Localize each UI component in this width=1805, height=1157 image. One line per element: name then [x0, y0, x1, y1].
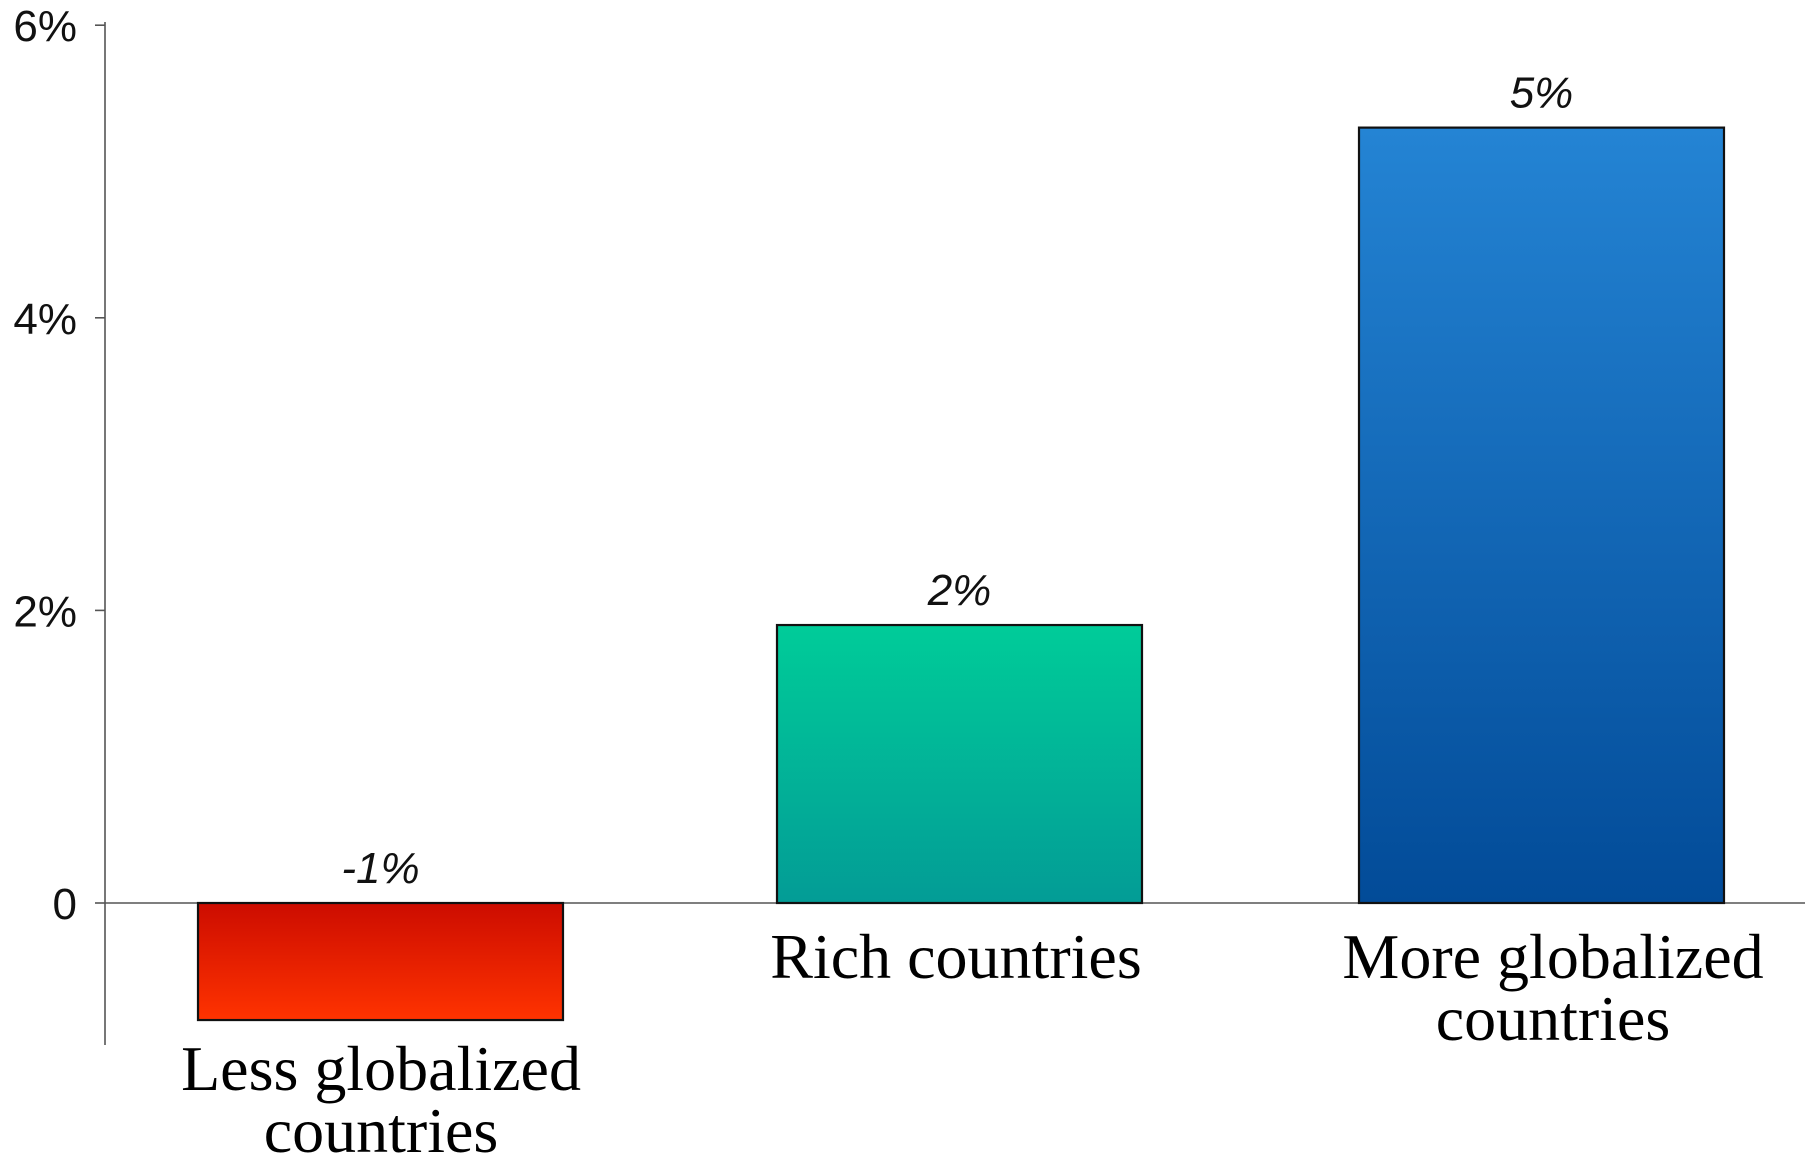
data-label: 5% — [1510, 69, 1574, 118]
y-tick-label: 6% — [13, 2, 77, 51]
category-label-line: countries — [264, 1095, 499, 1157]
category-label: More globalized countries — [1342, 921, 1763, 1054]
y-tick-label: 2% — [13, 587, 77, 636]
category-label-line: countries — [1436, 983, 1671, 1054]
data-label: 2% — [927, 566, 992, 615]
data-label: -1% — [341, 844, 419, 893]
y-tick-label: 4% — [13, 295, 77, 344]
bar-1 — [775, 623, 1144, 905]
bar-2 — [1357, 126, 1726, 905]
y-tick-label: 0 — [53, 880, 77, 929]
category-label: Rich countries — [770, 921, 1141, 992]
bar-0 — [196, 901, 565, 1022]
category-label: Less globalized countries — [181, 1033, 581, 1157]
bars — [196, 126, 1726, 1022]
category-label-line: More globalized — [1342, 921, 1763, 992]
category-label-line: Less globalized — [181, 1033, 581, 1104]
category-label-line: Rich countries — [770, 921, 1141, 992]
